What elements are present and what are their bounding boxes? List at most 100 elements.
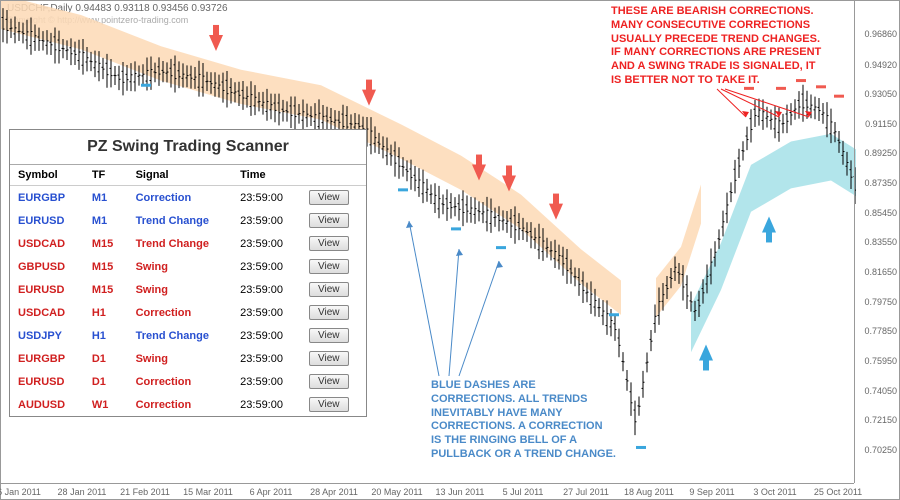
scanner-col-header: Symbol [10, 165, 84, 186]
scanner-col-header: Signal [128, 165, 233, 186]
y-tick: 0.94920 [864, 60, 897, 70]
scanner-cell-symbol: EURGBP [10, 347, 84, 370]
scanner-cell-time: 23:59:00 [232, 255, 301, 278]
scanner-cell-symbol: AUDUSD [10, 393, 84, 416]
y-tick: 0.85450 [864, 208, 897, 218]
table-row: USDCADM15Trend Change23:59:00 View [10, 232, 366, 255]
scanner-panel: PZ Swing Trading Scanner SymbolTFSignalT… [9, 129, 367, 417]
scanner-cell-tf: H1 [84, 324, 128, 347]
x-tick: 28 Jan 2011 [58, 487, 107, 497]
scanner-cell-tf: M15 [84, 278, 128, 301]
view-button[interactable]: View [309, 213, 349, 228]
view-button[interactable]: View [309, 305, 349, 320]
scanner-cell-tf: M1 [84, 186, 128, 210]
y-tick: 0.93050 [864, 89, 897, 99]
x-tick: 6 Jan 2011 [0, 487, 41, 497]
view-button[interactable]: View [309, 259, 349, 274]
x-tick: 5 Jul 2011 [503, 487, 544, 497]
scanner-cell-symbol: EURUSD [10, 209, 84, 232]
x-tick: 15 Mar 2011 [183, 487, 233, 497]
scanner-cell-signal: Correction [128, 370, 233, 393]
view-button[interactable]: View [309, 190, 349, 205]
y-tick: 0.89250 [864, 148, 897, 158]
x-tick: 27 Jul 2011 [563, 487, 609, 497]
scanner-cell-signal: Trend Change [128, 232, 233, 255]
scanner-cell-signal: Trend Change [128, 209, 233, 232]
x-tick: 18 Aug 2011 [624, 487, 674, 497]
y-tick: 0.79750 [864, 297, 897, 307]
scanner-cell-symbol: EURUSD [10, 370, 84, 393]
annotation-bearish: THESE ARE BEARISH CORRECTIONS.MANY CONSE… [611, 5, 821, 88]
view-button[interactable]: View [309, 351, 349, 366]
scanner-table: SymbolTFSignalTime EURGBPM1Correction23:… [10, 165, 366, 416]
table-row: EURUSDM15Swing23:59:00 View [10, 278, 366, 301]
scanner-cell-time: 23:59:00 [232, 232, 301, 255]
view-button[interactable]: View [309, 397, 349, 412]
table-row: EURGBPD1Swing23:59:00 View [10, 347, 366, 370]
scanner-cell-symbol: USDCAD [10, 232, 84, 255]
y-tick: 0.74050 [864, 386, 897, 396]
x-tick: 25 Oct 2011 [814, 487, 862, 497]
table-row: USDCADH1Correction23:59:00 View [10, 301, 366, 324]
x-axis: 6 Jan 2011 28 Jan 2011 21 Feb 2011 15 Mar 2… [1, 483, 854, 499]
scanner-title: PZ Swing Trading Scanner [10, 130, 366, 165]
scanner-cell-time: 23:59:00 [232, 209, 301, 232]
x-tick: 9 Sep 2011 [689, 487, 734, 497]
scanner-cell-tf: D1 [84, 347, 128, 370]
y-tick: 0.91150 [865, 119, 897, 129]
table-row: EURUSDD1Correction23:59:00 View [10, 370, 366, 393]
x-tick: 20 May 2011 [371, 487, 422, 497]
y-tick: 0.70250 [864, 445, 897, 455]
scanner-cell-tf: M1 [84, 209, 128, 232]
scanner-col-header: Time [232, 165, 301, 186]
scanner-cell-tf: M15 [84, 232, 128, 255]
scanner-cell-time: 23:59:00 [232, 347, 301, 370]
view-button[interactable]: View [309, 236, 349, 251]
scanner-cell-signal: Swing [128, 255, 233, 278]
scanner-col-header: TF [84, 165, 128, 186]
y-tick: 0.75950 [864, 356, 897, 366]
view-button[interactable]: View [309, 282, 349, 297]
scanner-cell-signal: Swing [128, 278, 233, 301]
scanner-cell-tf: D1 [84, 370, 128, 393]
y-tick: 0.81650 [864, 267, 897, 277]
annotation-bullish: BLUE DASHES ARECORRECTIONS. ALL TRENDSIN… [431, 379, 616, 462]
scanner-cell-tf: W1 [84, 393, 128, 416]
scanner-cell-time: 23:59:00 [232, 370, 301, 393]
scanner-cell-time: 23:59:00 [232, 301, 301, 324]
scanner-cell-signal: Correction [128, 186, 233, 210]
x-tick: 3 Oct 2011 [753, 487, 796, 497]
scanner-cell-symbol: GBPUSD [10, 255, 84, 278]
scanner-cell-time: 23:59:00 [232, 278, 301, 301]
x-tick: 13 Jun 2011 [436, 487, 485, 497]
table-row: AUDUSDW1Correction23:59:00 View [10, 393, 366, 416]
scanner-cell-signal: Correction [128, 393, 233, 416]
x-tick: 21 Feb 2011 [120, 487, 170, 497]
scanner-cell-time: 23:59:00 [232, 393, 301, 416]
table-row: USDJPYH1Trend Change23:59:00View [10, 324, 366, 347]
y-tick: 0.96860 [864, 29, 897, 39]
y-axis: 0.96860 0.94920 0.93050 0.91150 0.89250 0.873… [854, 1, 899, 483]
view-button[interactable]: View [309, 374, 349, 389]
scanner-cell-tf: M15 [84, 255, 128, 278]
scanner-col-header [301, 165, 366, 186]
x-tick: 6 Apr 2011 [250, 487, 293, 497]
scanner-cell-symbol: USDJPY [10, 324, 84, 347]
scanner-cell-signal: Correction [128, 301, 233, 324]
scanner-cell-symbol: EURUSD [10, 278, 84, 301]
scanner-cell-symbol: USDCAD [10, 301, 84, 324]
scanner-cell-signal: Swing [128, 347, 233, 370]
view-button[interactable]: View [309, 328, 349, 343]
table-row: EURGBPM1Correction23:59:00 View [10, 186, 366, 210]
table-row: GBPUSDM15Swing23:59:00 View [10, 255, 366, 278]
table-row: EURUSDM1Trend Change23:59:00 View [10, 209, 366, 232]
y-tick: 0.77850 [864, 326, 897, 336]
scanner-cell-time: 23:59:00 [232, 186, 301, 210]
y-tick: 0.72150 [864, 415, 897, 425]
y-tick: 0.83550 [864, 237, 897, 247]
scanner-cell-symbol: EURGBP [10, 186, 84, 210]
y-tick: 0.87350 [864, 178, 897, 188]
scanner-cell-tf: H1 [84, 301, 128, 324]
scanner-cell-signal: Trend Change [128, 324, 233, 347]
x-tick: 28 Apr 2011 [310, 487, 358, 497]
